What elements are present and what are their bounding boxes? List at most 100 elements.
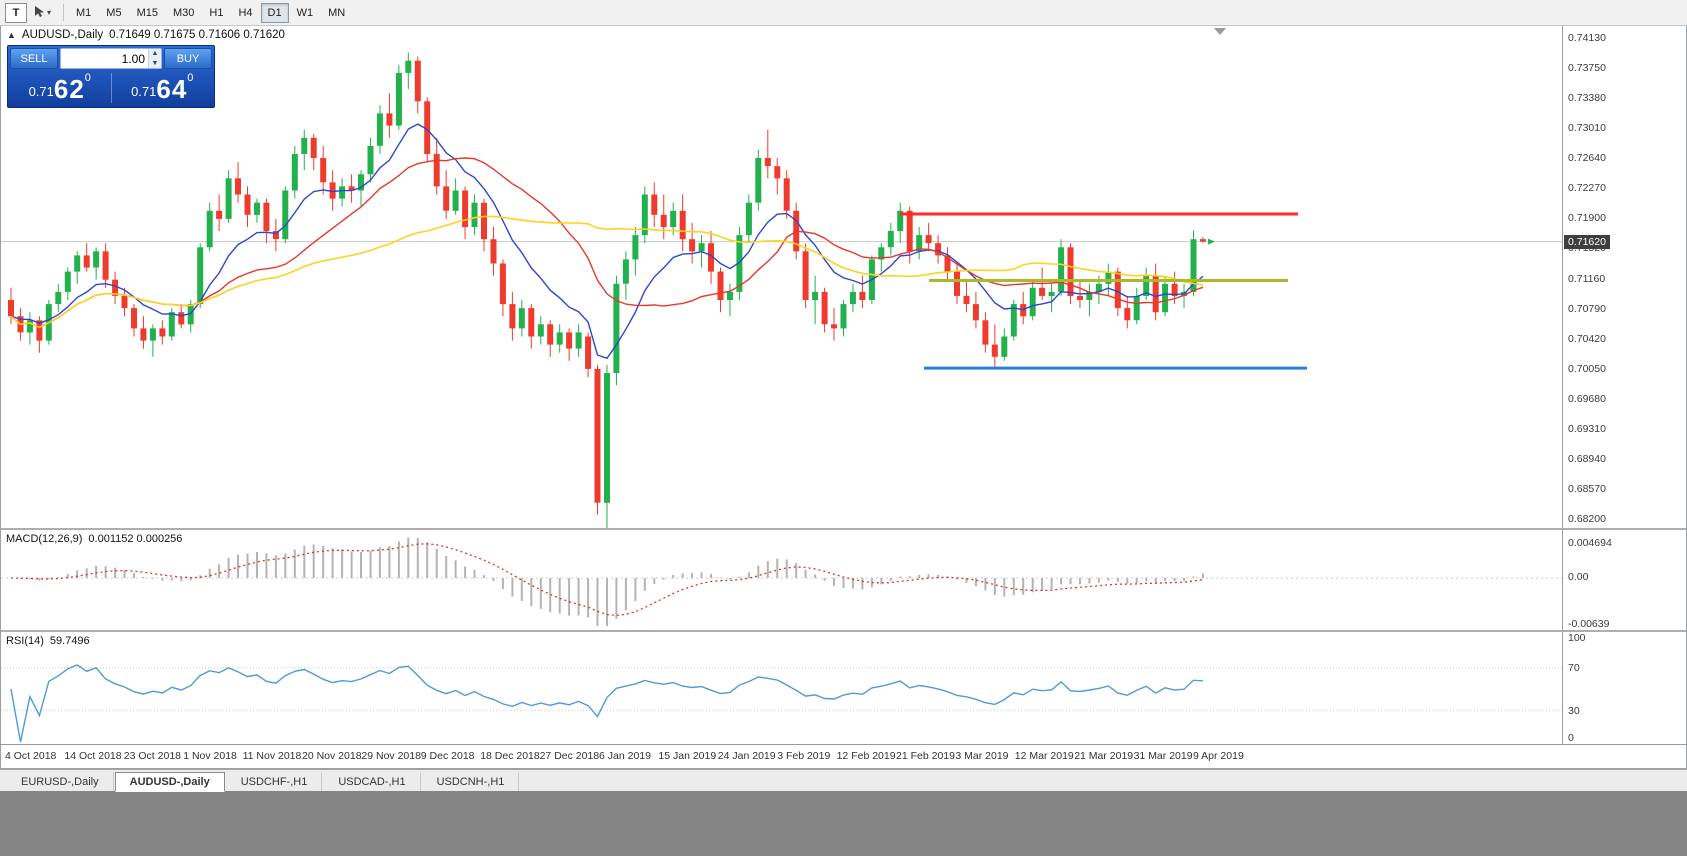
price-scale-label: 0.70790 xyxy=(1568,302,1606,315)
pane-separator[interactable] xyxy=(1,528,1686,530)
chart-tab-bar: EURUSD-,Daily AUDUSD-,Daily USDCHF-,H1 USDC… xyxy=(0,769,1687,792)
date-label: 24 Jan 2019 xyxy=(717,750,776,762)
buy-price-prefix: 0.71 xyxy=(131,84,157,99)
chart-title: ▲ AUDUSD-,Daily 0.71649 0.71675 0.71606 … xyxy=(7,29,285,41)
volume-input[interactable] xyxy=(61,49,148,68)
date-label: 9 Dec 2018 xyxy=(420,750,475,762)
current-price-badge: 0.71620 xyxy=(1564,234,1610,249)
price-scale-label: 0.71160 xyxy=(1568,272,1606,285)
volume-decrement-button[interactable]: ▼ xyxy=(149,58,161,68)
timeframe-h4[interactable]: H4 xyxy=(238,6,253,19)
buy-button[interactable]: BUY xyxy=(164,48,212,69)
price-scale-label: 0.72640 xyxy=(1568,152,1606,165)
price-scale-label: 0.72270 xyxy=(1568,182,1606,195)
macd-values: 0.001152 0.000256 xyxy=(88,533,183,545)
timeframe-d1[interactable]: D1 xyxy=(260,2,289,23)
price-scale-label: 0.68200 xyxy=(1568,513,1606,525)
toolbar-separator xyxy=(63,4,65,21)
rsi-label: RSI(14) 59.7496 xyxy=(6,635,90,647)
price-scale[interactable]: 0.74130 0.73750 0.73380 0.73010 0.72640 0.722… xyxy=(1562,26,1686,528)
price-scale-label: 0.74130 xyxy=(1568,32,1606,44)
timeframe-m30[interactable]: M30 xyxy=(172,6,195,19)
macd-label: MACD(12,26,9) 0.001152 0.000256 xyxy=(6,533,182,545)
pane-separator[interactable] xyxy=(1,630,1686,632)
time-axis[interactable]: 4 Oct 2018 14 Oct 2018 23 Oct 2018 1 Nov 20… xyxy=(1,744,1686,768)
buy-price-pips: 64 xyxy=(156,74,188,104)
date-label: 27 Dec 2018 xyxy=(539,750,600,762)
macd-scale[interactable]: 0.004694 0.00 -0.00639 xyxy=(1562,530,1686,630)
chart-shift-marker xyxy=(1214,28,1226,35)
date-label: 4 Oct 2018 xyxy=(5,750,57,762)
volume-increment-button[interactable]: ▲ xyxy=(149,49,161,59)
price-scale-label: 0.70050 xyxy=(1568,362,1606,375)
rsi-pane[interactable]: RSI(14) 59.7496 xyxy=(1,632,1562,744)
top-toolbar: T ▾ M1 M5 M15 M30 H1 H4 D1 W1 MN xyxy=(0,0,1687,26)
pointer-tool-icon xyxy=(34,5,45,21)
date-label: 31 Mar 2019 xyxy=(1133,750,1193,762)
volume-field: ▲ ▼ xyxy=(60,48,162,69)
timeframe-h1[interactable]: H1 xyxy=(209,6,224,19)
sell-price-prefix: 0.71 xyxy=(28,84,54,99)
date-label: 21 Mar 2019 xyxy=(1074,750,1134,762)
price-scale-label: 0.69680 xyxy=(1568,392,1606,405)
date-label: 12 Feb 2019 xyxy=(836,750,896,762)
rsi-name: RSI(14) xyxy=(6,635,44,647)
rsi-values: 59.7496 xyxy=(49,635,90,647)
macd-pane[interactable]: MACD(12,26,9) 0.001152 0.000256 xyxy=(1,530,1562,630)
rsi-scale-label: 70 xyxy=(1568,662,1580,674)
chart-ohlc-values: 0.71649 0.71675 0.71606 0.71620 xyxy=(109,29,285,41)
rsi-plot xyxy=(1,632,1562,744)
macd-plot xyxy=(1,530,1562,630)
price-scale-label: 0.73750 xyxy=(1568,62,1606,75)
sell-price-pips: 62 xyxy=(53,74,85,104)
chart-tab-audusd[interactable]: AUDUSD-,Daily xyxy=(114,772,225,792)
price-scale-label: 0.70420 xyxy=(1568,332,1606,345)
date-label: 9 Apr 2019 xyxy=(1193,750,1244,762)
pointer-tool-button[interactable]: ▾ xyxy=(27,3,58,23)
price-scale-label: 0.68940 xyxy=(1568,452,1606,465)
chart-tab-usdchf[interactable]: USDCHF-,H1 xyxy=(226,772,323,791)
ask-marker-icon xyxy=(1207,238,1215,245)
chart-window: ▲ AUDUSD-,Daily 0.71649 0.71675 0.71606 … xyxy=(0,26,1687,769)
macd-name: MACD(12,26,9) xyxy=(6,533,83,545)
chart-tab-usdcnh[interactable]: USDCNH-,H1 xyxy=(422,772,520,791)
main-plot[interactable] xyxy=(1,26,1562,528)
price-scale-label: 0.73010 xyxy=(1568,122,1606,135)
date-label: 23 Oct 2018 xyxy=(123,750,182,762)
date-label: 15 Jan 2019 xyxy=(658,750,717,762)
timeframe-m15[interactable]: M15 xyxy=(136,6,158,19)
price-scale-label: 0.69310 xyxy=(1568,422,1606,435)
buy-price-display: 0.71 64 0 xyxy=(113,71,213,105)
rsi-scale[interactable]: 100 70 30 0 xyxy=(1562,632,1686,744)
price-scale-label: 0.68570 xyxy=(1568,482,1606,495)
sell-price-point: 0 xyxy=(84,72,91,84)
macd-scale-label: 0.00 xyxy=(1568,571,1589,583)
date-label: 29 Nov 2018 xyxy=(361,750,421,762)
sell-button[interactable]: SELL xyxy=(10,48,58,69)
chart-tab-eurusd[interactable]: EURUSD-,Daily xyxy=(6,772,114,791)
price-scale-label: 0.73380 xyxy=(1568,92,1606,105)
one-click-trade-panel: SELL ▲ ▼ BUY 0.71620 xyxy=(7,45,215,108)
date-label: 18 Dec 2018 xyxy=(480,750,540,762)
timeframe-m1[interactable]: M1 xyxy=(76,6,92,19)
timeframe-mn[interactable]: MN xyxy=(328,6,346,19)
chart-tab-usdcad[interactable]: USDCAD-,H1 xyxy=(323,772,421,791)
main-chart-pane[interactable]: ▲ AUDUSD-,Daily 0.71649 0.71675 0.71606 … xyxy=(1,26,1562,528)
macd-scale-label: 0.004694 xyxy=(1568,537,1612,549)
timeframe-w1[interactable]: W1 xyxy=(296,6,314,19)
date-label: 1 Nov 2018 xyxy=(183,750,237,762)
date-label: 6 Jan 2019 xyxy=(599,750,651,762)
trade-panel-toggle-icon[interactable]: ▲ xyxy=(7,30,16,40)
date-label: 3 Mar 2019 xyxy=(955,750,1009,762)
bottom-strip xyxy=(0,791,1687,856)
chevron-down-icon: ▾ xyxy=(47,8,52,17)
macd-scale-label: -0.00639 xyxy=(1568,618,1610,630)
date-label: 21 Feb 2019 xyxy=(896,750,955,762)
sell-price-display: 0.71 62 0 xyxy=(10,71,110,105)
buy-price-point: 0 xyxy=(187,72,194,84)
text-tool-button[interactable]: T xyxy=(5,2,27,23)
date-label: 20 Nov 2018 xyxy=(302,750,362,762)
rsi-scale-label: 30 xyxy=(1568,705,1580,717)
timeframe-m5[interactable]: M5 xyxy=(106,6,122,19)
